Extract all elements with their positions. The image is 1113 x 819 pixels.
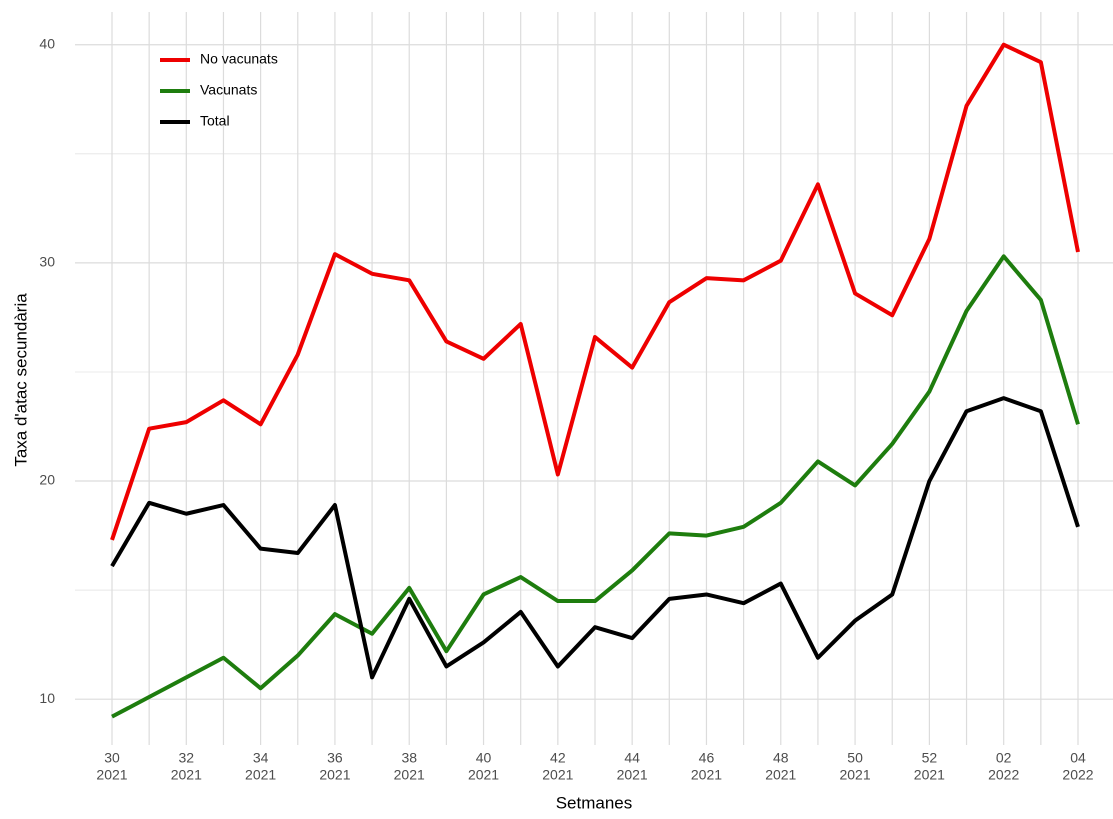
x-tick-label: 02: [996, 750, 1012, 766]
line: [111, 254, 1080, 719]
y-tick-label: 40: [39, 35, 55, 51]
x-tick-label: 34: [253, 750, 269, 766]
x-tick-label: 2021: [319, 767, 350, 783]
x-tick-label: 2021: [765, 767, 796, 783]
legend-label: Vacunats: [200, 82, 257, 98]
line: [110, 42, 1080, 541]
x-tick-label: 50: [847, 750, 863, 766]
x-tick-label: 40: [476, 750, 492, 766]
x-tick-label: 42: [550, 750, 566, 766]
x-tick-label: 2021: [394, 767, 425, 783]
legend-label: No vacunats: [200, 51, 278, 67]
x-tick-label: 30: [104, 750, 120, 766]
legend-label: Total: [200, 113, 230, 129]
y-tick-label: 30: [39, 254, 55, 270]
x-tick-label: 2022: [988, 767, 1019, 783]
y-axis-title: Taxa d'atac secundària: [11, 293, 30, 467]
x-tick-label: 2021: [542, 767, 573, 783]
x-tick-label: 04: [1070, 750, 1086, 766]
x-tick-label: 2021: [96, 767, 127, 783]
x-tick-label: 36: [327, 750, 343, 766]
x-tick-label: 48: [773, 750, 789, 766]
x-tick-label: 2021: [468, 767, 499, 783]
x-tick-label: 2022: [1062, 767, 1093, 783]
x-tick-label: 2021: [245, 767, 276, 783]
x-tick-label: 46: [699, 750, 715, 766]
line: [110, 396, 1080, 680]
x-tick-label: 2021: [171, 767, 202, 783]
grid: [75, 12, 1113, 745]
x-tick-label: 52: [922, 750, 938, 766]
y-tick-label: 10: [39, 690, 55, 706]
y-tick-label: 20: [39, 472, 55, 488]
x-tick-label: 2021: [839, 767, 870, 783]
x-tick-label: 44: [624, 750, 640, 766]
x-tick-label: 2021: [691, 767, 722, 783]
x-tick-label: 2021: [914, 767, 945, 783]
x-tick-label: 32: [179, 750, 195, 766]
x-tick-label: 38: [401, 750, 417, 766]
x-axis-title: Setmanes: [556, 793, 633, 812]
x-tick-label: 2021: [617, 767, 648, 783]
